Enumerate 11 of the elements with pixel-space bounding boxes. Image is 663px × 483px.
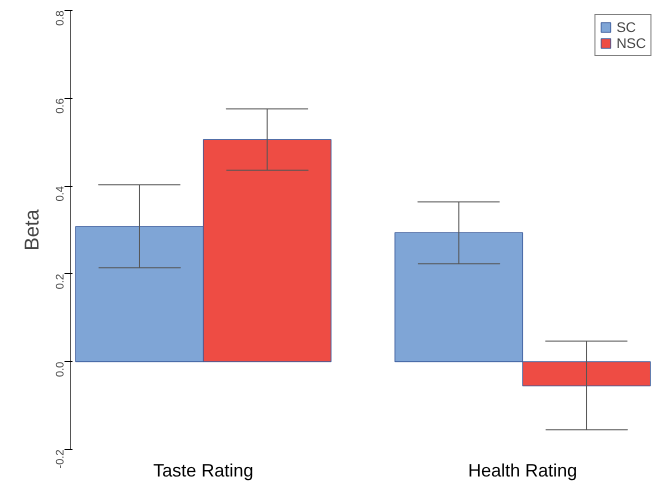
legend-label: SC — [616, 19, 636, 35]
y-axis-title: Beta — [22, 208, 44, 251]
y-tick-label: 0.6 — [54, 98, 66, 114]
y-tick-label: -0.2 — [54, 449, 66, 468]
y-tick-label: 0.8 — [54, 10, 66, 26]
y-tick-label: 0.0 — [54, 362, 66, 377]
y-tick-label: 0.4 — [54, 186, 66, 202]
x-tick-label: Health Rating — [468, 460, 578, 480]
x-tick-label: Taste Rating — [153, 460, 254, 480]
y-tick-label: 0.2 — [54, 274, 66, 290]
legend-label: NSC — [616, 35, 646, 51]
